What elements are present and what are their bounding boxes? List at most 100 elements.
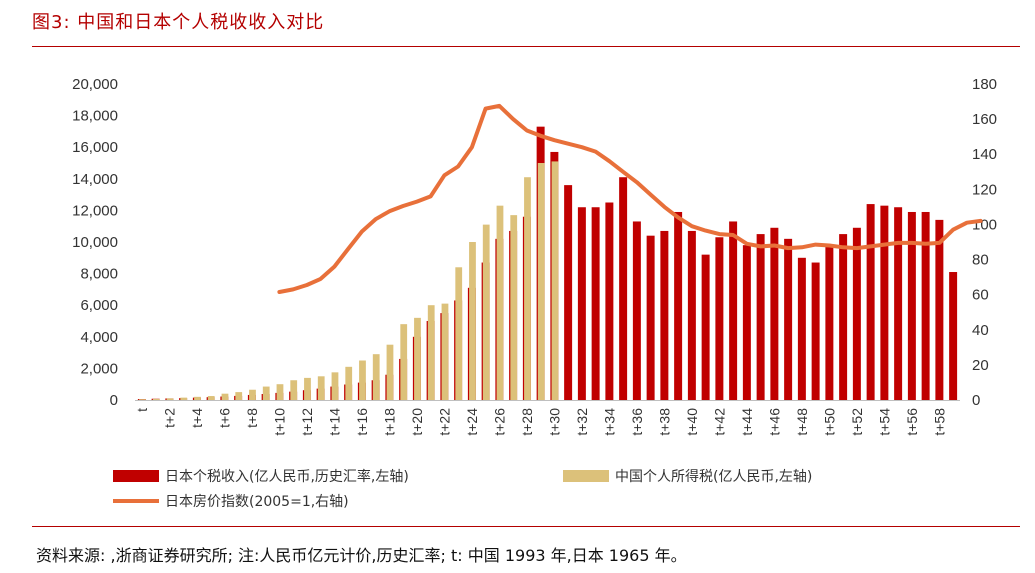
legend-label-house-index: 日本房价指数(2005=1,右轴) [165,494,349,510]
japan-tax-bar [866,204,875,400]
x-tick-label: t+8 [244,408,260,428]
left-tick-label: 10,000 [72,234,118,251]
source-rule [32,526,1020,527]
japan-tax-bar [811,262,820,400]
china-tax-bar [276,384,284,400]
china-tax-bar [482,224,490,400]
x-tick-label: t+40 [684,408,700,436]
right-tick-label: 80 [972,252,989,269]
china-tax-bar [139,399,146,400]
x-tick-label: t+20 [409,408,425,436]
china-tax-bar [427,305,435,400]
china-tax-bar [290,380,298,400]
china-tax-bar [496,205,504,400]
japan-tax-bar [756,234,765,400]
left-tick-label: 12,000 [72,202,118,219]
japan-tax-bar [701,254,710,400]
japan-tax-bar [674,211,683,400]
legend-swatch-japan-tax [113,470,159,482]
japan-tax-bar [729,221,738,400]
right-tick-label: 100 [972,216,997,233]
japan-tax-bar [825,245,834,400]
x-tick-label: t+24 [464,408,480,436]
japan-tax-bar [894,207,903,400]
japan-tax-bar [921,211,930,400]
china-tax-bar [455,267,463,400]
china-tax-bar [537,163,545,400]
right-tick-label: 0 [972,392,980,409]
china-tax-bar [510,215,518,400]
china-tax-bar [400,324,408,400]
japan-tax-bar [797,257,806,400]
x-tick-label: t+10 [271,408,287,436]
right-tick-label: 180 [972,76,997,93]
left-tick-label: 4,000 [80,329,118,346]
left-tick-label: 6,000 [80,297,118,314]
china-tax-bar [331,372,339,400]
japan-tax-bar [784,238,793,400]
china-tax-bar [551,161,559,400]
right-tick-label: 60 [972,287,989,304]
china-tax-bar [207,396,215,400]
japan-tax-bar [619,177,628,400]
x-tick-label: t+18 [381,408,397,436]
right-tick-label: 140 [972,146,997,163]
japan-tax-bar [839,234,848,400]
left-tick-label: 2,000 [80,360,118,377]
figure-title: 图3: 中国和日本个人税收收入对比 [32,12,325,33]
x-tick-label: t+4 [189,408,205,428]
japan-tax-bar [605,202,614,400]
japan-tax-bar [564,185,573,400]
house-index-line-group [277,103,983,294]
legend-label-china-tax: 中国个人所得税(亿人民币,左轴) [615,468,812,485]
x-tick-label: t+16 [354,408,370,436]
x-tick-label: t+14 [326,408,342,436]
japan-tax-bar [907,211,916,400]
x-tick-label: t+2 [161,408,177,428]
china-tax-bar [180,397,188,400]
x-tick-label: t+54 [876,408,892,436]
china-tax-bar [345,366,353,400]
x-tick-label: t+56 [904,408,920,436]
x-tick-label: t+32 [574,408,590,436]
right-tick-label: 40 [972,322,989,339]
japan-tax-bar [591,207,600,400]
x-tick-label: t+52 [849,408,865,436]
china-tax-bar [372,354,380,400]
legend-label-japan-tax: 日本个税收入(亿人民币,历史汇率,左轴) [165,468,409,485]
china-tax-bar [524,177,531,400]
china-tax-bar [414,317,421,400]
x-tick-label: t+28 [519,408,535,436]
left-tick-label: 20,000 [72,76,118,93]
china-tax-bar [166,398,174,400]
japan-tax-bar [935,219,944,400]
china-tax-bar [152,398,160,400]
china-tax-bar [304,377,311,400]
japan-tax-bars [137,126,958,400]
china-tax-bar [221,393,229,400]
japan-tax-bar [852,227,861,400]
right-tick-label: 160 [972,111,997,128]
legend: 日本个税收入(亿人民币,历史汇率,左轴) 中国个人所得税(亿人民币,左轴) 日本… [113,468,812,510]
japan-tax-bar [742,245,751,400]
right-tick-label: 120 [972,181,997,198]
x-tick-label: t+22 [436,408,452,436]
china-tax-bar [235,392,243,400]
x-tick-label: t+36 [629,408,645,436]
title-rule [32,46,1020,47]
x-tick-label: t+26 [491,408,507,436]
right-axis-ticks: 0 20 40 60 80 100 120 140 160 180 [972,76,997,409]
x-tick-label: t+46 [766,408,782,436]
left-tick-label: 16,000 [72,139,118,156]
x-tick-label: t+50 [821,408,837,436]
left-tick-label: 0 [110,392,118,409]
left-tick-label: 14,000 [72,171,118,188]
japan-tax-bar [646,235,655,400]
japan-tax-bar [577,207,586,400]
china-tax-bar [359,360,366,400]
china-tax-bar [249,389,256,400]
china-tax-bar [194,396,201,400]
x-axis-ticks: t t+2 t+4 t+6 t+8 t+10 t+12 t+14 t+16 t+18 t+20 t+2… [134,408,948,436]
china-tax-bar [317,376,325,400]
